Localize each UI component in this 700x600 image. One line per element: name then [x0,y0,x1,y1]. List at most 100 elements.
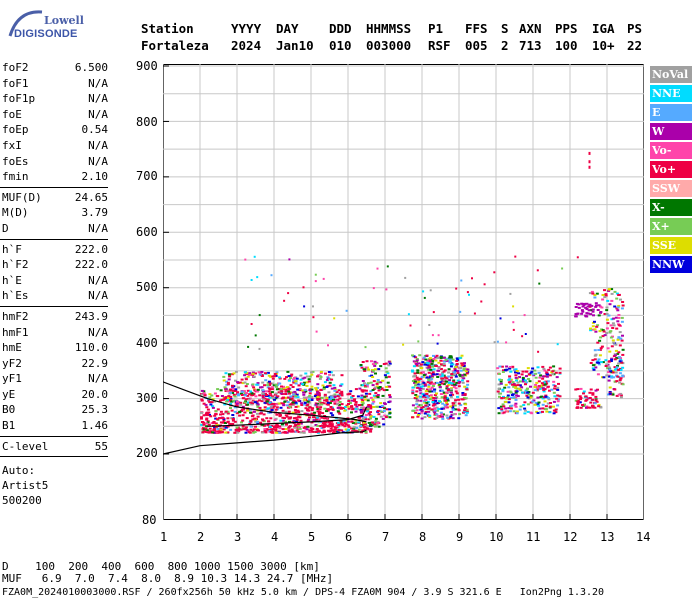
echo-point [302,393,306,396]
echo-point [278,431,282,434]
echo-point [435,402,439,405]
echo-point [512,410,516,413]
echo-point [440,363,443,366]
echo-point [319,421,323,423]
echo-point [242,428,246,431]
echo-point [603,296,607,299]
echo-point [210,422,214,424]
echo-point [433,390,436,393]
echo-point [385,408,389,411]
echo-point [282,385,285,388]
echo-point [318,408,322,411]
echo-point [523,412,527,415]
echo-point [620,361,624,364]
echo-point [451,383,454,386]
echo-point [533,403,537,406]
echo-point [208,401,212,404]
echo-point [369,390,373,393]
echo-point [274,408,278,411]
echo-point [282,431,286,434]
echo-point [266,398,270,401]
echo-point [373,395,377,398]
echo-point [598,330,602,333]
echo-point [264,430,268,433]
echo-point [618,331,622,334]
echo-point [222,379,226,382]
echo-point [203,393,207,396]
echo-point [215,424,219,426]
y-tick-label: 800 [136,115,158,129]
echo-point [280,385,283,388]
echo-point [529,372,533,374]
echo-point [446,399,450,402]
echo-point [293,390,297,393]
echo-point [411,354,414,357]
echo-point [226,412,230,415]
echo-point [206,420,210,423]
header-yyyy-label: YYYY [231,21,262,36]
param-value: N/A [88,76,108,90]
echo-point [247,374,251,376]
echo-point [443,360,447,363]
echo-point [590,304,594,307]
echo-point [616,338,620,341]
echo-point [337,424,341,427]
echo-point [609,336,613,339]
echo-point [342,407,346,409]
echo-point [597,358,601,361]
echo-point [281,416,285,419]
echo-point [596,309,600,311]
echo-point [364,414,368,416]
echo-point [347,407,351,410]
echo-point [420,406,424,409]
param-group-virtual-heights: h`F 222.0 h`F2 222.0 h`E N/A h`Es N/A [0,242,112,304]
echo-point [354,407,358,410]
echo-point [526,391,530,394]
echo-point [458,380,462,383]
echo-point [361,399,365,402]
echo-point [593,328,597,331]
echo-point [371,369,375,372]
echo-point [356,395,360,398]
echo-point [240,421,243,424]
echo-point [307,409,311,412]
header-s-label: S [501,21,509,36]
echo-point [608,392,612,395]
echo-point [244,258,247,261]
echo-point [251,384,255,387]
param-value: N/A [88,154,108,168]
echo-point [324,424,328,427]
echo-point [373,362,377,365]
echo-point [294,382,298,385]
echo-point [465,411,469,414]
echo-point [248,372,252,375]
echo-point [251,414,255,417]
echo-point [254,395,258,398]
echo-point [295,429,299,432]
echo-point [466,291,469,294]
param-value: 0.54 [81,123,109,137]
echo-point [430,386,434,389]
echo-point [323,381,327,384]
x-tick-label: 5 [308,530,316,544]
echo-point [359,364,363,366]
param-value: N/A [88,221,108,235]
echo-point [302,391,306,394]
echo-point [218,431,222,434]
echo-point [597,361,600,364]
echo-point [424,399,428,401]
echo-point [431,365,435,368]
echo-point [200,411,203,414]
echo-point [233,410,237,413]
echo-point [265,428,269,431]
echo-point [552,365,556,368]
param-group-profile: hmF2 243.9 hmF1 N/A hmE 110.0 yF2 22.9 yF1 N/… [0,309,112,434]
echo-point [268,384,272,387]
echo-point [222,398,226,401]
echo-point [458,373,462,376]
echo-point [364,417,367,420]
echo-point [453,383,457,386]
echo-point [218,429,222,432]
echo-point [234,390,238,392]
echo-point [360,394,364,397]
